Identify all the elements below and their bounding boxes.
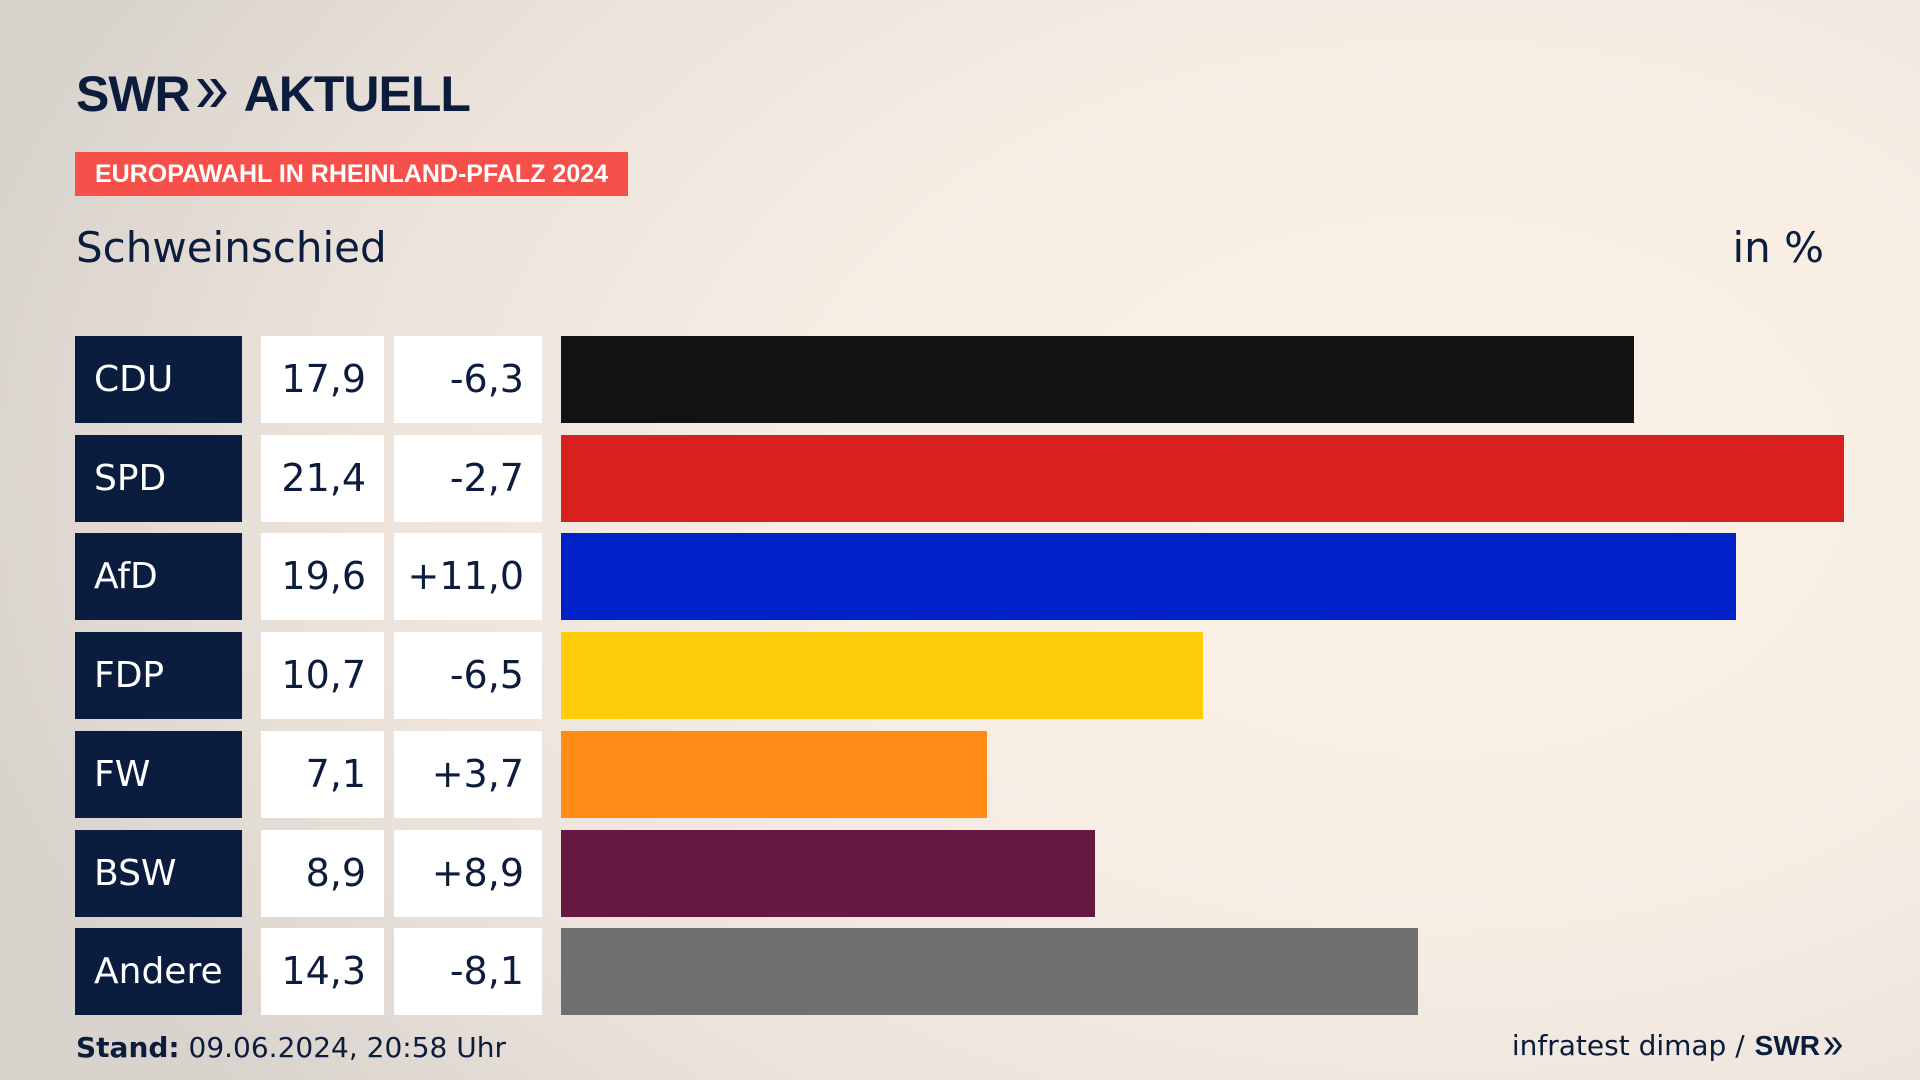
result-bar bbox=[561, 632, 1203, 720]
change-label: -8,1 bbox=[394, 928, 542, 1016]
party-label: AfD bbox=[75, 533, 242, 621]
result-bar bbox=[561, 434, 1844, 522]
change-label: -2,7 bbox=[394, 434, 542, 522]
result-bar bbox=[561, 928, 1418, 1016]
vote-share-label: 17,9 bbox=[261, 336, 384, 423]
result-row: FDP 10,7 -6,5 bbox=[75, 632, 1845, 720]
unit-label: in % bbox=[1732, 223, 1824, 272]
result-bar bbox=[561, 829, 1095, 917]
result-bar bbox=[561, 533, 1736, 621]
vote-share-label: 8,9 bbox=[261, 829, 384, 917]
election-tag: EUROPAWAHL IN RHEINLAND-PFALZ 2024 bbox=[75, 152, 629, 196]
chart-title: Schweinschied bbox=[76, 223, 387, 272]
result-bar bbox=[561, 730, 987, 818]
stand-label: Stand: bbox=[76, 1031, 180, 1064]
stand-value: 09.06.2024, 20:58 Uhr bbox=[179, 1031, 506, 1064]
logo-swr-text: SWR bbox=[76, 66, 191, 122]
party-label: FW bbox=[75, 730, 242, 818]
party-label: BSW bbox=[75, 829, 242, 917]
vote-share-label: 10,7 bbox=[261, 632, 384, 720]
vote-share-label: 19,6 bbox=[261, 533, 384, 621]
result-row: CDU 17,9 -6,3 bbox=[75, 336, 1845, 423]
vote-share-label: 21,4 bbox=[261, 434, 384, 522]
party-label: Andere bbox=[75, 928, 242, 1016]
vote-share-label: 7,1 bbox=[261, 730, 384, 818]
party-label: SPD bbox=[75, 434, 242, 522]
change-label: -6,3 bbox=[394, 336, 542, 423]
party-label: FDP bbox=[75, 632, 242, 720]
logo-aktuell-text: AKTUELL bbox=[243, 66, 471, 122]
result-bar bbox=[561, 336, 1634, 423]
chevrons-icon bbox=[194, 69, 230, 119]
vote-share-label: 14,3 bbox=[261, 928, 384, 1016]
party-label: CDU bbox=[75, 336, 242, 423]
result-row: Andere 14,3 -8,1 bbox=[75, 928, 1845, 1016]
small-chevrons-icon bbox=[1823, 1037, 1843, 1055]
result-row: FW 7,1 +3,7 bbox=[75, 730, 1845, 818]
footer-source: infratest dimap / SWR bbox=[1512, 1028, 1844, 1064]
change-label: +11,0 bbox=[394, 533, 542, 621]
change-label: -6,5 bbox=[394, 632, 542, 720]
swr-small-logo: SWR bbox=[1755, 1028, 1844, 1064]
result-row: SPD 21,4 -2,7 bbox=[75, 434, 1845, 522]
change-label: +3,7 bbox=[394, 730, 542, 818]
source-text: infratest dimap / bbox=[1511, 1029, 1745, 1062]
result-row: BSW 8,9 +8,9 bbox=[75, 829, 1845, 917]
footer-timestamp: Stand: 09.06.2024, 20:58 Uhr bbox=[76, 1030, 506, 1066]
result-row: AfD 19,6 +11,0 bbox=[75, 533, 1845, 621]
change-label: +8,9 bbox=[394, 829, 542, 917]
swr-small-text: SWR bbox=[1754, 1030, 1820, 1061]
swr-aktuell-logo: SWR AKTUELL bbox=[76, 66, 471, 122]
